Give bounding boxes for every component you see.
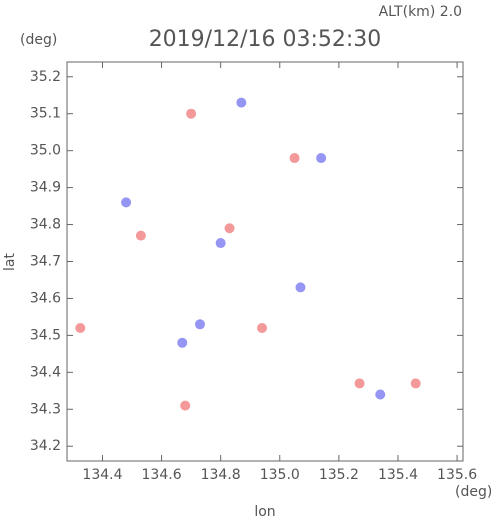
x-tick-label: 135.2 <box>319 467 359 483</box>
echo-point <box>215 238 226 249</box>
y-tick-label: 34.9 <box>30 180 61 196</box>
echo-point <box>177 337 188 348</box>
y-tick-label: 34.2 <box>30 438 61 454</box>
echo-point <box>121 197 132 208</box>
x-tick-label: 135.6 <box>437 467 477 483</box>
y-tick-label: 34.3 <box>30 401 61 417</box>
echo-point <box>135 230 146 241</box>
y-axis-label: lat <box>2 253 18 271</box>
y-tick-label: 34.6 <box>30 290 61 306</box>
echo-point <box>75 323 86 333</box>
y-tick-label: 34.7 <box>30 254 61 270</box>
x-tick-label: 135.0 <box>260 467 300 483</box>
echo-point <box>410 378 421 389</box>
y-tick-label: 35.2 <box>30 69 61 85</box>
echo-point <box>289 153 300 164</box>
y-tick-label: 34.5 <box>30 327 61 343</box>
x-tick-label: 135.4 <box>378 467 418 483</box>
altitude-label: ALT(km) 2.0 <box>379 4 462 20</box>
echo-point <box>316 153 327 164</box>
x-unit: (deg) <box>455 484 491 500</box>
y-unit: (deg) <box>20 32 57 48</box>
x-tick-label: 134.8 <box>201 467 241 483</box>
x-tick-label: 134.6 <box>142 467 182 483</box>
x-tick-label: 134.4 <box>82 467 122 483</box>
x-axis-label: lon <box>254 504 275 520</box>
echo-point <box>257 323 268 333</box>
chart-title: 2019/12/16 03:52:30 <box>149 27 382 52</box>
echo-point <box>236 97 247 108</box>
echo-point <box>194 319 205 330</box>
y-tick-label: 34.8 <box>30 217 61 233</box>
y-tick-label: 35.1 <box>30 106 61 122</box>
echo-point <box>375 389 386 400</box>
y-tick-label: 35.0 <box>30 143 61 159</box>
plot-frame <box>66 61 464 462</box>
echo-point <box>186 108 197 119</box>
echo-point <box>295 282 306 293</box>
echo-point <box>354 378 365 389</box>
echo-point <box>224 223 235 234</box>
y-tick-label: 34.4 <box>30 364 61 380</box>
echo-point <box>180 400 191 411</box>
